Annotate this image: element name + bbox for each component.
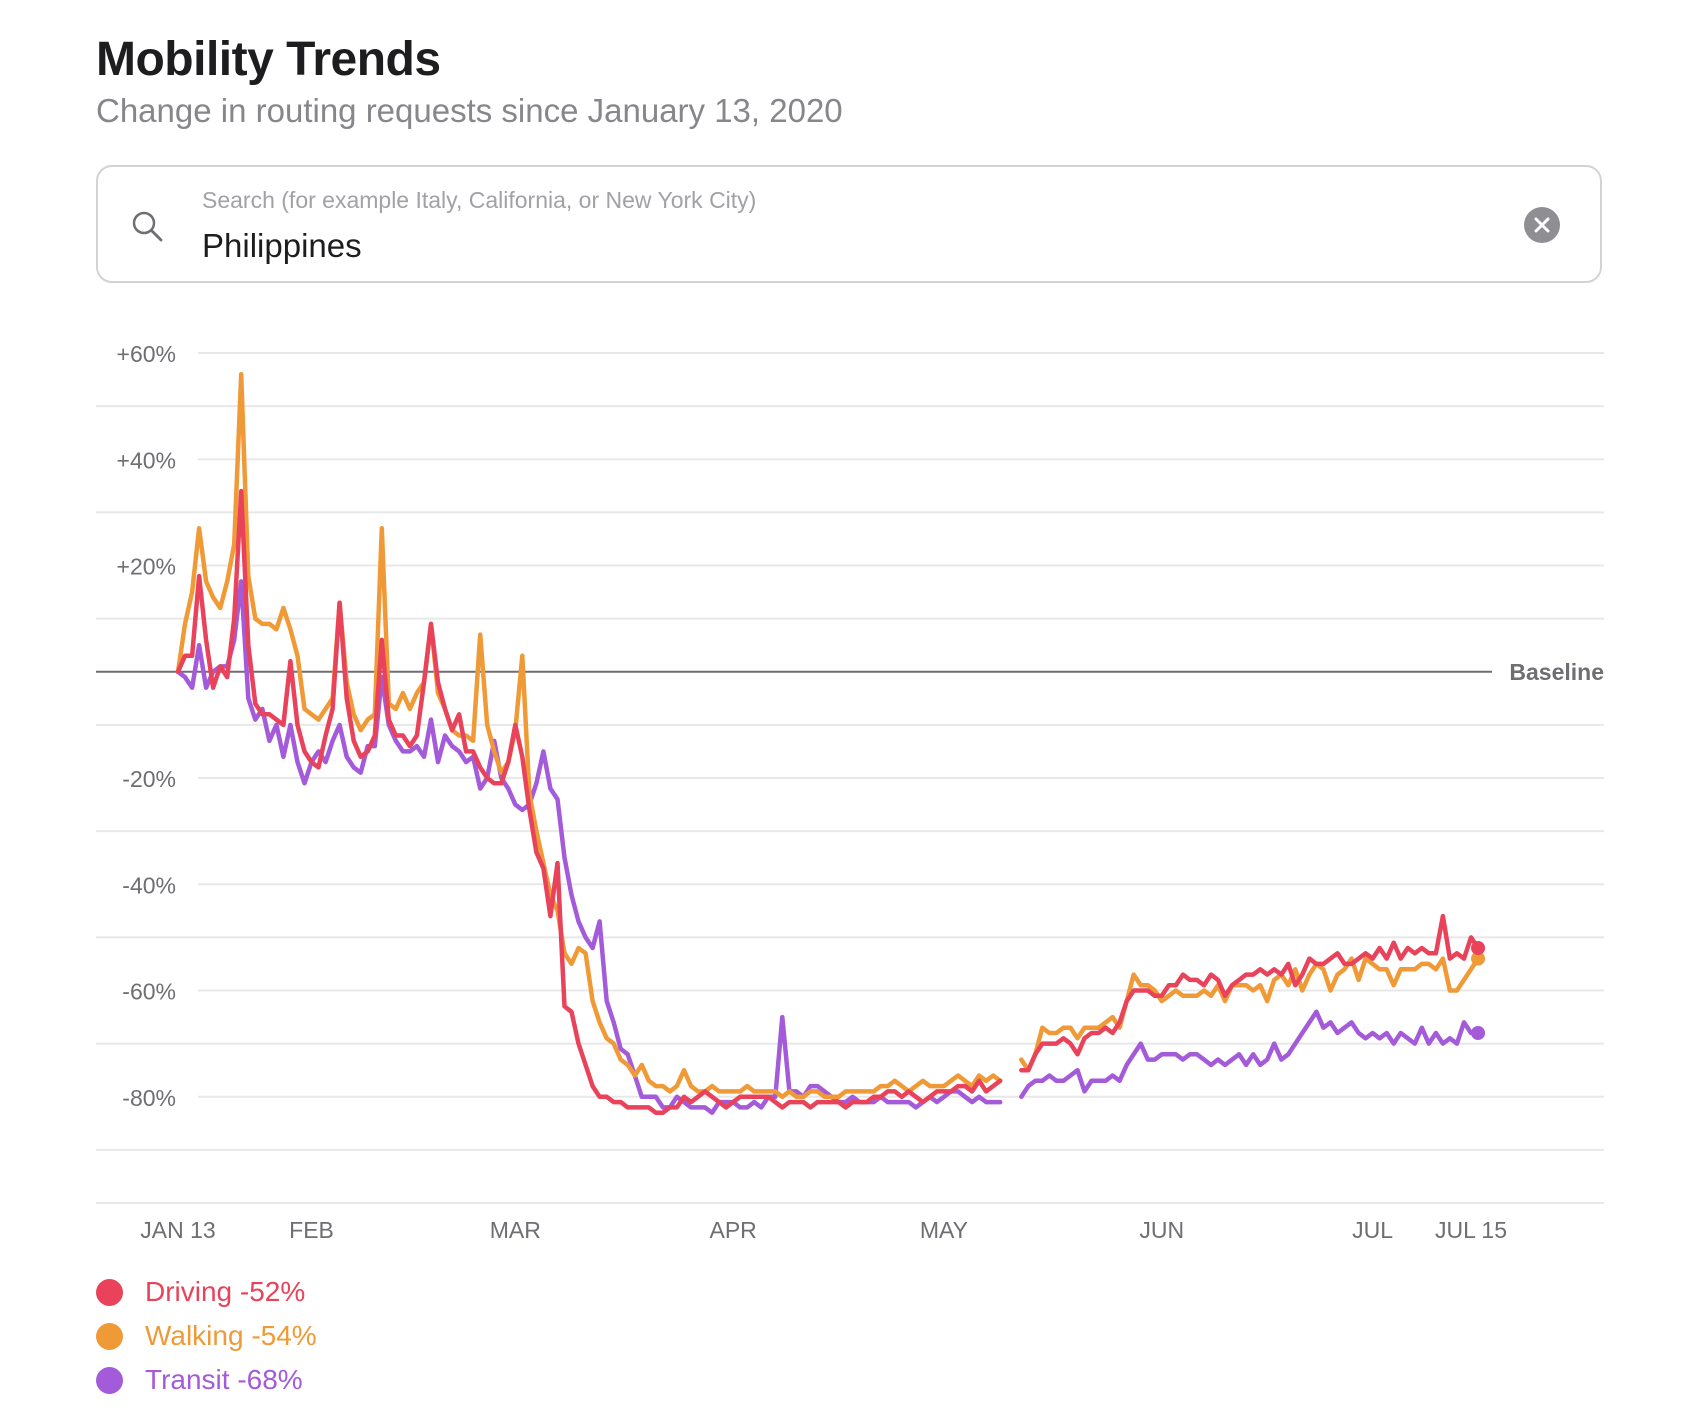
x-tick-label: JUL	[1352, 1217, 1393, 1240]
page-title: Mobility Trends	[96, 33, 441, 86]
x-tick-label: MAR	[490, 1217, 541, 1240]
legend: Driving -52% Walking -54% Transit -68%	[96, 1270, 317, 1402]
search-input[interactable]: Philippines	[202, 227, 362, 264]
x-tick-label: JUN	[1139, 1217, 1184, 1240]
driving-line	[175, 488, 1003, 1115]
legend-item-driving[interactable]: Driving -52%	[96, 1270, 317, 1314]
search-placeholder: Search (for example Italy, California, o…	[202, 187, 757, 213]
legend-label-walking: Walking -54%	[145, 1320, 317, 1351]
x-tick-label: JUL 15	[1435, 1217, 1507, 1240]
driving-line	[1019, 913, 1481, 1073]
y-tick-label: +40%	[117, 447, 176, 473]
y-tick-label: -60%	[122, 979, 176, 1005]
y-axis-labels: +60% +40% +20% -20% -40% -60% -80%	[117, 341, 176, 1111]
legend-item-transit[interactable]: Transit -68%	[96, 1358, 317, 1402]
transit-end-point	[1471, 1026, 1486, 1040]
x-tick-label: MAY	[920, 1217, 968, 1240]
x-axis-labels: JAN 13 FEB MAR APR MAY JUN JUL JUL 15	[96, 1202, 1604, 1240]
driving-dot-icon	[96, 1278, 123, 1306]
driving-end-point	[1471, 941, 1486, 955]
search-icon	[130, 209, 166, 245]
search-field[interactable]: Search (for example Italy, California, o…	[96, 165, 1602, 283]
y-tick-label: -20%	[122, 766, 176, 792]
y-tick-label: -40%	[122, 872, 176, 898]
clear-search-button[interactable]	[1524, 207, 1560, 243]
legend-label-driving: Driving -52%	[145, 1276, 306, 1307]
mobility-chart: +60% +40% +20% -20% -40% -60% -80% Baseline JA…	[96, 341, 1604, 1240]
clear-circle-icon	[1534, 217, 1550, 233]
walking-line	[175, 372, 1003, 1100]
transit-line	[175, 579, 1003, 1115]
walking-line	[1019, 956, 1481, 1073]
transit-line	[1019, 1009, 1481, 1100]
legend-label-transit: Transit -68%	[145, 1364, 303, 1395]
walking-end-point	[1471, 951, 1486, 966]
legend-item-walking[interactable]: Walking -54%	[96, 1314, 317, 1358]
grid-lines	[96, 352, 1604, 1204]
y-tick-label: +20%	[117, 554, 176, 580]
y-tick-label: +60%	[117, 341, 176, 367]
walking-dot-icon	[96, 1322, 123, 1350]
y-tick-label: -80%	[122, 1085, 176, 1111]
x-tick-label: APR	[709, 1217, 756, 1240]
baseline: Baseline	[96, 659, 1604, 685]
page-subtitle: Change in routing requests since January…	[96, 92, 843, 129]
x-tick-label: FEB	[289, 1217, 334, 1240]
x-tick-label: JAN 13	[140, 1217, 215, 1240]
baseline-label: Baseline	[1509, 659, 1604, 685]
transit-dot-icon	[96, 1366, 123, 1394]
series-lines	[175, 372, 1486, 1115]
